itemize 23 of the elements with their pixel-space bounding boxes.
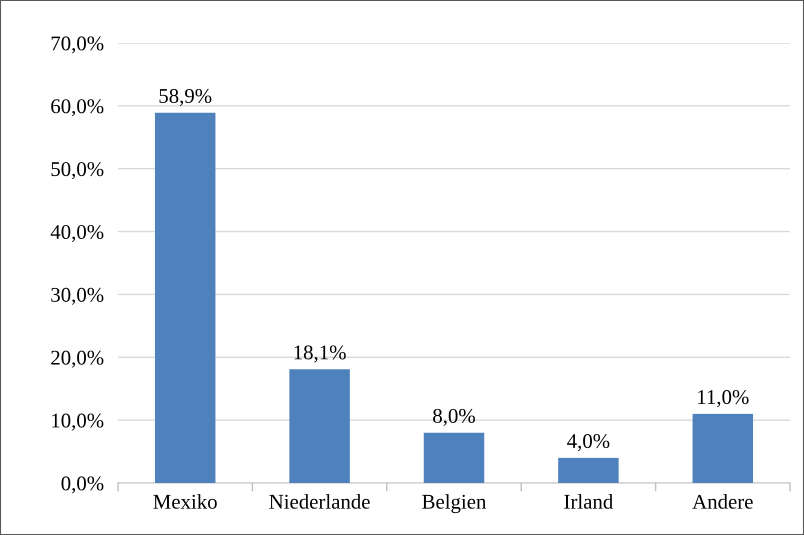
y-tick-label: 40,0% [50, 224, 104, 242]
data-label: 8,0% [433, 408, 475, 426]
x-tick-label: Andere [692, 494, 753, 509]
bar [154, 112, 216, 483]
data-label: 4,0% [567, 434, 610, 452]
x-tick-label: Belgien [422, 494, 486, 514]
data-label: 11,0% [698, 390, 749, 408]
bar [289, 369, 350, 483]
bar [692, 414, 754, 483]
y-tick-label: 50,0% [52, 162, 104, 180]
y-tick-label: 70,0% [52, 36, 104, 54]
data-label: 18,1% [294, 345, 346, 362]
y-tick-label: 60,0% [51, 99, 104, 116]
bar [558, 458, 619, 483]
y-tick-label: 0,0% [62, 476, 104, 494]
x-tick-label: Irland [564, 494, 614, 509]
x-tick-label: Niederlande [269, 494, 370, 509]
bar [424, 432, 484, 483]
x-tick-label: Mexiko [153, 494, 217, 509]
y-tick-label: 20,0% [51, 350, 104, 368]
y-tick-label: 10,0% [52, 414, 104, 431]
y-tick-label: 30,0% [51, 288, 104, 305]
data-label: 58,9% [160, 88, 212, 106]
